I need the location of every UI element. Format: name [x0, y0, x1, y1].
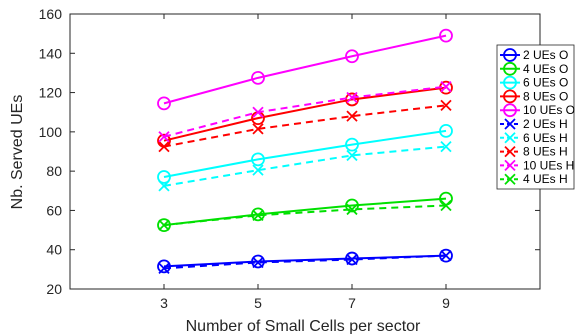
series-line	[163, 254, 447, 268]
y-tick-label: 40	[46, 242, 62, 258]
data-point	[252, 106, 264, 118]
legend-label: 10 UEs H	[523, 158, 574, 172]
data-point	[157, 170, 171, 184]
legend-entry: 10 UEs H	[500, 158, 574, 172]
series-line	[163, 85, 447, 138]
x-tick-label: 3	[160, 295, 168, 311]
legend-marker	[504, 132, 516, 144]
data-point	[440, 99, 452, 111]
y-tick-label: 20	[46, 281, 62, 297]
y-tick-label: 140	[39, 45, 63, 61]
data-point	[157, 96, 171, 111]
legend-entry: 2 UEs O	[500, 48, 568, 62]
data-point	[346, 149, 358, 162]
y-tick-label: 100	[39, 124, 63, 140]
legend-marker	[504, 145, 516, 158]
series-8-ues-h	[158, 99, 452, 153]
y-tick-label: 120	[39, 85, 63, 101]
legend-label: 2 UEs O	[523, 48, 568, 62]
data-point	[251, 152, 265, 167]
legend-label: 4 UEs H	[523, 172, 568, 186]
legend-label: 8 UEs O	[523, 89, 568, 103]
legend-label: 6 UEs O	[523, 76, 568, 90]
data-point	[345, 137, 359, 152]
data-point	[345, 49, 359, 64]
series-2-ues-h	[158, 249, 452, 275]
data-point	[158, 262, 170, 275]
legend-label: 4 UEs O	[523, 62, 568, 76]
x-tick-label: 9	[442, 295, 450, 311]
legend-label: 10 UEs O	[523, 103, 575, 117]
data-point	[251, 70, 265, 85]
data-point	[252, 164, 264, 176]
series-line	[163, 86, 447, 142]
data-point	[345, 198, 359, 213]
axes: 20 40 60 80 100 120 140 160 3 5 7 9	[39, 6, 541, 311]
data-point	[346, 110, 358, 122]
data-point	[440, 199, 452, 212]
series-4-ues-h	[158, 199, 452, 231]
y-axis-label: Nb. Served UEs	[9, 95, 26, 210]
legend-marker	[503, 48, 517, 62]
legend-label: 2 UEs H	[523, 117, 568, 131]
x-tick-label: 5	[254, 295, 262, 311]
data-point	[346, 203, 358, 216]
data-point	[440, 140, 452, 153]
legend-marker	[504, 159, 516, 172]
series-line	[163, 34, 447, 105]
legend-marker	[503, 75, 517, 90]
legend-entry: 8 UEs O	[500, 89, 568, 103]
data-point	[252, 209, 264, 221]
series-line	[163, 129, 447, 179]
data-point	[252, 123, 264, 135]
y-tick-label: 60	[46, 202, 62, 218]
series-10-ues-h	[158, 81, 452, 143]
y-tick-label: 160	[39, 6, 63, 22]
data-point	[439, 28, 453, 43]
legend-entry: 6 UEs O	[500, 76, 568, 90]
data-point	[345, 92, 359, 107]
legend-marker	[503, 103, 517, 118]
data-point	[346, 91, 358, 104]
data-point	[346, 253, 358, 266]
legend-label: 8 UEs H	[523, 145, 568, 159]
data-point	[158, 180, 170, 192]
legend-entry: 2 UEs H	[500, 117, 568, 131]
legend-entry: 4 UEs O	[500, 62, 568, 76]
legend-entry: 6 UEs H	[500, 131, 568, 145]
data-point	[158, 131, 170, 143]
data-point	[252, 256, 264, 269]
data-point	[439, 123, 453, 138]
legend-label: 6 UEs H	[523, 131, 568, 145]
legend-entry: 10 UEs O	[500, 103, 575, 117]
legend: 2 UEs O4 UEs O6 UEs O8 UEs O10 UEs O2 UE…	[496, 44, 575, 190]
data-point	[440, 249, 452, 262]
legend-marker	[504, 118, 516, 130]
data-point	[158, 140, 170, 153]
legend-marker	[504, 173, 516, 185]
series-line	[163, 197, 447, 227]
x-axis-label: Number of Small Cells per sector	[186, 318, 421, 334]
series-layer	[157, 28, 453, 275]
legend-marker	[503, 89, 517, 104]
x-tick-label: 7	[348, 295, 356, 311]
series-6-ues-o	[157, 123, 453, 184]
data-point	[158, 219, 170, 231]
series-10-ues-o	[157, 28, 453, 111]
series-6-ues-h	[158, 140, 452, 192]
data-point	[440, 81, 452, 93]
legend-entry: 8 UEs H	[500, 145, 568, 159]
legend-marker	[503, 61, 517, 76]
y-tick-label: 80	[46, 163, 62, 179]
legend-entry: 4 UEs H	[500, 172, 568, 186]
data-point	[157, 259, 171, 274]
